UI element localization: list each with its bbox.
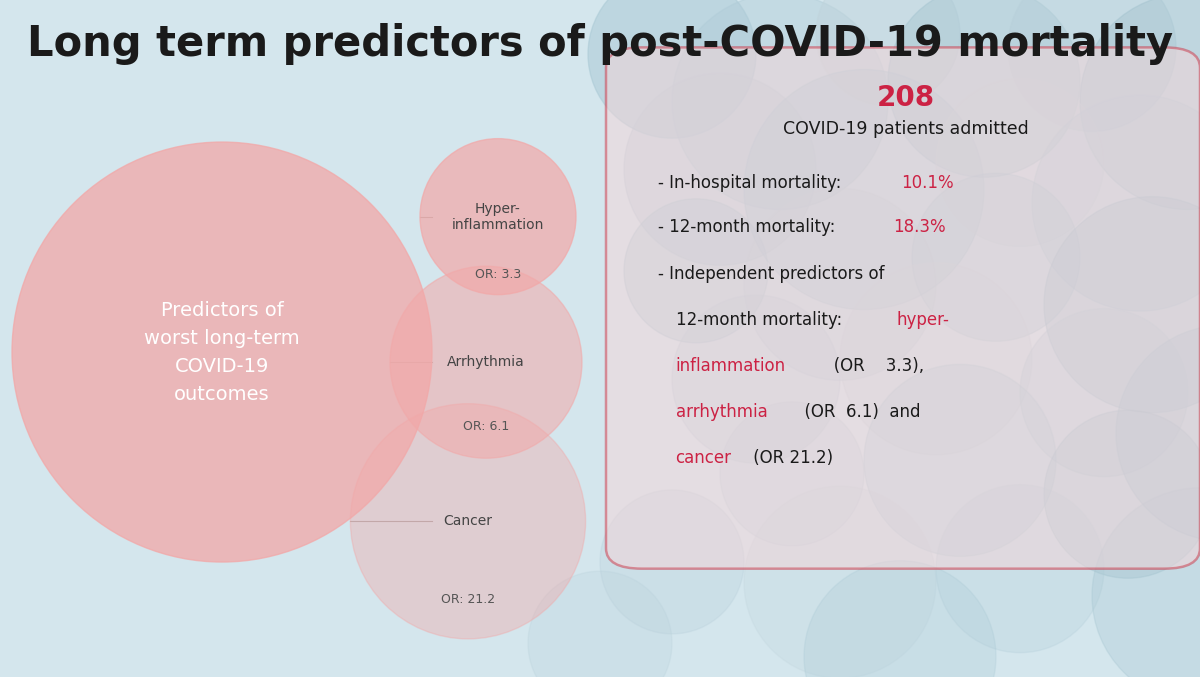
Text: Long term predictors of post-COVID-19 mortality: Long term predictors of post-COVID-19 mo…	[26, 23, 1174, 65]
Text: COVID-19 patients admitted: COVID-19 patients admitted	[784, 120, 1028, 137]
Text: - 12-month mortality:: - 12-month mortality:	[658, 218, 840, 236]
Text: 18.3%: 18.3%	[893, 218, 946, 236]
Text: arrhythmia: arrhythmia	[676, 403, 767, 421]
Text: - In-hospital mortality:: - In-hospital mortality:	[658, 174, 846, 192]
Ellipse shape	[672, 0, 888, 210]
Ellipse shape	[744, 188, 936, 380]
Ellipse shape	[936, 79, 1104, 246]
Text: 208: 208	[877, 84, 935, 112]
Text: Hyper-
inflammation: Hyper- inflammation	[452, 202, 544, 232]
Ellipse shape	[1032, 95, 1200, 311]
Ellipse shape	[1044, 410, 1200, 578]
Ellipse shape	[744, 486, 936, 677]
Ellipse shape	[624, 73, 816, 265]
FancyBboxPatch shape	[606, 47, 1200, 569]
Ellipse shape	[390, 266, 582, 458]
Ellipse shape	[1008, 0, 1176, 131]
Ellipse shape	[744, 70, 984, 309]
Text: (OR    3.3),: (OR 3.3),	[817, 357, 924, 375]
Ellipse shape	[804, 561, 996, 677]
Ellipse shape	[1020, 309, 1188, 477]
Ellipse shape	[1080, 0, 1200, 210]
Ellipse shape	[12, 142, 432, 562]
Ellipse shape	[912, 173, 1080, 341]
Ellipse shape	[1044, 196, 1200, 413]
Text: Cancer: Cancer	[444, 515, 492, 528]
Ellipse shape	[816, 0, 960, 106]
Text: 10.1%: 10.1%	[901, 174, 954, 192]
Ellipse shape	[888, 0, 1080, 177]
Text: OR: 21.2: OR: 21.2	[440, 592, 496, 606]
Ellipse shape	[720, 402, 864, 546]
Text: 12-month mortality:: 12-month mortality:	[676, 311, 847, 329]
Ellipse shape	[672, 295, 840, 463]
Text: (OR 21.2): (OR 21.2)	[748, 450, 833, 467]
Text: OR: 6.1: OR: 6.1	[463, 420, 509, 433]
Ellipse shape	[528, 571, 672, 677]
Ellipse shape	[420, 139, 576, 294]
Ellipse shape	[1116, 325, 1200, 542]
Ellipse shape	[624, 199, 768, 343]
Text: cancer: cancer	[676, 450, 732, 467]
Ellipse shape	[588, 0, 756, 138]
Text: - Independent predictors of: - Independent predictors of	[658, 265, 884, 283]
Text: Predictors of
worst long-term
COVID-19
outcomes: Predictors of worst long-term COVID-19 o…	[144, 301, 300, 403]
Ellipse shape	[1092, 487, 1200, 677]
Text: (OR  6.1)  and: (OR 6.1) and	[794, 403, 920, 421]
Ellipse shape	[840, 263, 1032, 455]
Text: hyper-: hyper-	[896, 311, 949, 329]
Ellipse shape	[600, 490, 744, 634]
Text: inflammation: inflammation	[676, 357, 786, 375]
Ellipse shape	[936, 485, 1104, 653]
Ellipse shape	[350, 403, 586, 639]
Text: OR: 3.3: OR: 3.3	[475, 267, 521, 281]
Ellipse shape	[864, 364, 1056, 556]
Text: Arrhythmia: Arrhythmia	[448, 355, 524, 369]
